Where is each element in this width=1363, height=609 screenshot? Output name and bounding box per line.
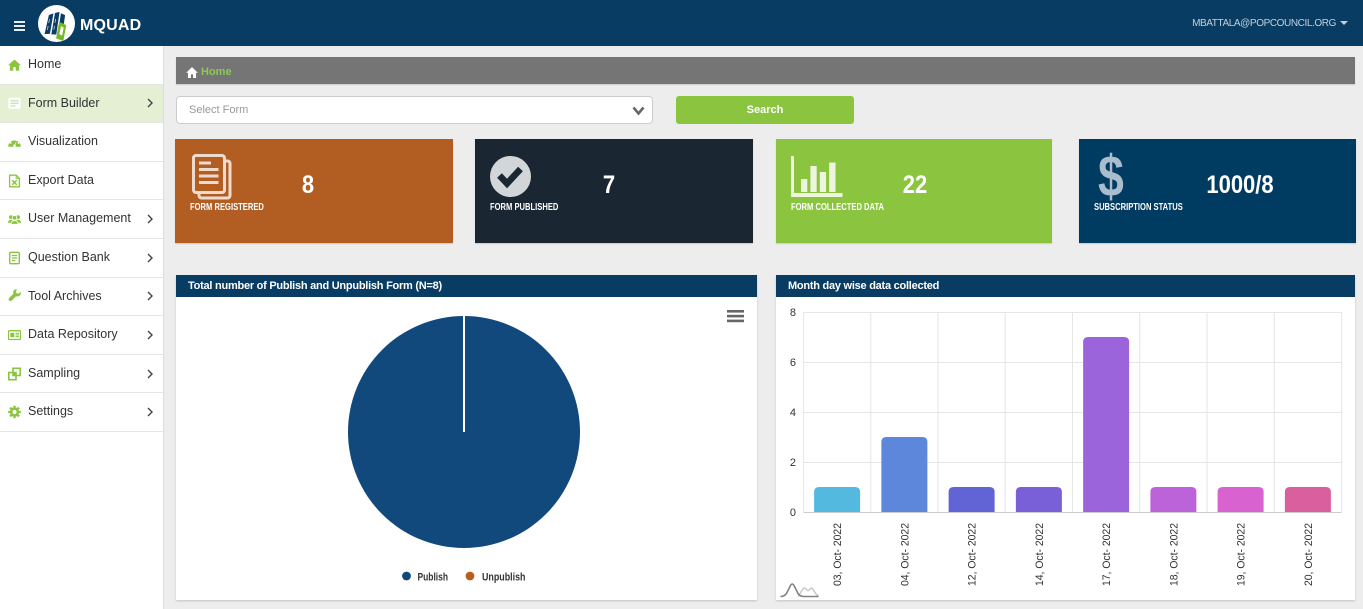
svg-text:12, Oct- 2022: 12, Oct- 2022 [967,523,979,586]
svg-text:14, Oct- 2022: 14, Oct- 2022 [1034,523,1046,586]
svg-text:04, Oct- 2022: 04, Oct- 2022 [899,523,911,586]
svg-text:2: 2 [790,457,796,469]
svg-text:20, Oct- 2022: 20, Oct- 2022 [1303,523,1315,586]
svg-text:18, Oct- 2022: 18, Oct- 2022 [1168,523,1180,586]
svg-text:8: 8 [790,307,796,319]
svg-text:0: 0 [790,507,796,519]
svg-text:4: 4 [790,407,796,419]
svg-text:Unpublish: Unpublish [482,572,526,584]
svg-text:6: 6 [790,357,796,369]
svg-text:17, Oct- 2022: 17, Oct- 2022 [1101,523,1113,586]
svg-text:03, Oct- 2022: 03, Oct- 2022 [832,523,844,586]
svg-text:19, Oct- 2022: 19, Oct- 2022 [1236,523,1248,586]
svg-text:Publish: Publish [418,572,449,584]
